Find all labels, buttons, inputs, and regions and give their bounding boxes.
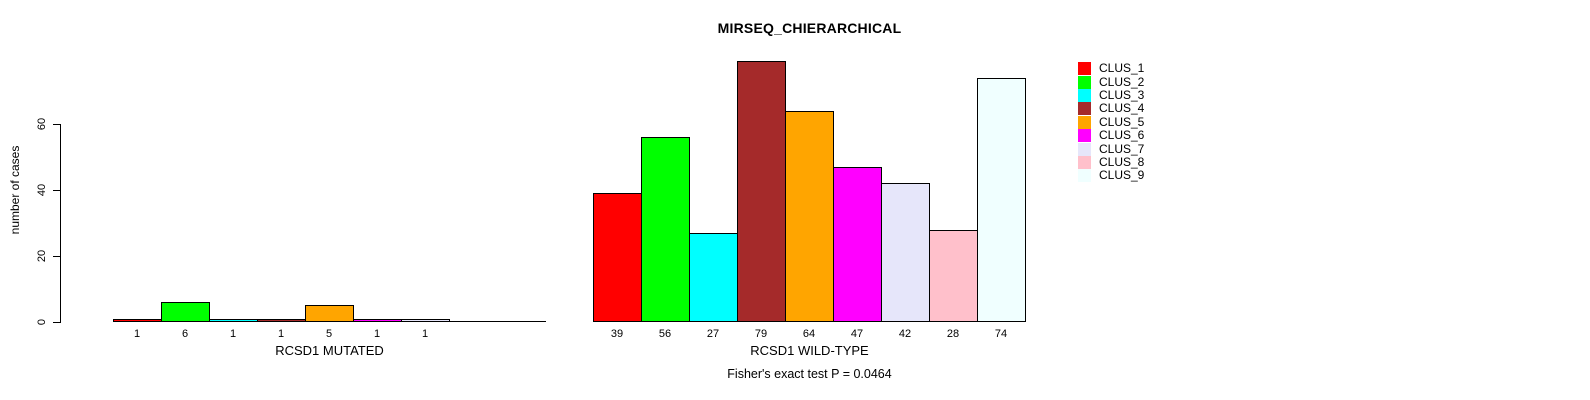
bar-clus_6: [353, 319, 402, 322]
y-axis-title: number of cases: [8, 145, 22, 235]
bar-value-label: 1: [421, 328, 429, 340]
legend-item-clus_5: CLUS_5: [1078, 114, 1145, 129]
bar-clus_7: [401, 319, 450, 322]
bar-value-label: 6: [181, 328, 189, 340]
bar-clus_2: [161, 302, 210, 322]
bar-clus_4: [737, 61, 786, 322]
legend-label: CLUS_5: [1099, 114, 1145, 129]
bar-value-label: 28: [946, 328, 960, 340]
y-tick: [53, 124, 61, 125]
legend-swatch: [1078, 62, 1091, 76]
legend-item-clus_4: CLUS_4: [1078, 101, 1145, 116]
legend-label: CLUS_1: [1099, 61, 1145, 76]
chart-title: MIRSEQ_CHIERARCHICAL: [717, 20, 902, 36]
bar-clus_8: [929, 230, 978, 322]
bar-value-label: 56: [658, 328, 672, 340]
bar-value-label: 79: [754, 328, 768, 340]
legend-swatch: [1078, 88, 1091, 102]
legend-item-clus_2: CLUS_2: [1078, 74, 1145, 89]
bar-clus_6: [833, 167, 882, 322]
legend-swatch: [1078, 129, 1091, 143]
bar-value-label: 64: [802, 328, 816, 340]
y-axis-line: [60, 124, 61, 323]
y-tick-label: 0: [36, 318, 48, 326]
bar-clus_1: [113, 319, 162, 322]
legend-swatch: [1078, 75, 1091, 89]
legend-item-clus_3: CLUS_3: [1078, 87, 1145, 102]
y-tick: [53, 322, 61, 323]
bar-value-label: 39: [610, 328, 624, 340]
bar-value-label: 47: [850, 328, 864, 340]
legend-label: CLUS_6: [1099, 128, 1145, 143]
x-axis-title-wildtype: RCSD1 WILD-TYPE: [750, 343, 869, 358]
legend-label: CLUS_4: [1099, 101, 1145, 116]
legend-item-clus_1: CLUS_1: [1078, 61, 1145, 76]
bar-clus_1: [593, 193, 642, 322]
bar-value-label: 42: [898, 328, 912, 340]
bar-value-label: 1: [229, 328, 237, 340]
y-tick: [53, 190, 61, 191]
panel-wildtype: 39 56 27 79 64 47 42 28 74: [593, 0, 1026, 340]
y-tick: [53, 256, 61, 257]
fisher-test-caption: Fisher's exact test P = 0.0464: [727, 367, 892, 381]
bar-value-label: 74: [994, 328, 1008, 340]
legend-label: CLUS_7: [1099, 141, 1145, 156]
legend-label: CLUS_3: [1099, 87, 1145, 102]
legend: CLUS_1 CLUS_2 CLUS_3 CLUS_4 CLUS_5 CLUS_6 CLUS…: [1078, 62, 1144, 183]
legend-swatch: [1078, 102, 1091, 116]
bar-clus_7: [881, 183, 930, 322]
legend-swatch: [1078, 142, 1091, 156]
legend-label: CLUS_8: [1099, 154, 1145, 169]
y-tick-label: 60: [36, 117, 48, 131]
bar-value-label: 27: [706, 328, 720, 340]
bar-clus_5: [785, 111, 834, 322]
bar-value-label: 5: [325, 328, 333, 340]
legend-swatch: [1078, 115, 1091, 129]
x-axis-title-mutated: RCSD1 MUTATED: [275, 343, 384, 358]
bar-clus_4: [257, 319, 306, 322]
bar-clus_5: [305, 305, 354, 322]
legend-swatch: [1078, 169, 1091, 183]
bar-clus_3: [689, 233, 738, 322]
bar-value-label: 1: [133, 328, 141, 340]
y-tick-label: 40: [36, 183, 48, 197]
legend-label: CLUS_9: [1099, 168, 1145, 183]
legend-label: CLUS_2: [1099, 74, 1145, 89]
bar-clus_9: [977, 78, 1026, 322]
legend-item-clus_7: CLUS_7: [1078, 141, 1145, 156]
legend-item-clus_6: CLUS_6: [1078, 128, 1145, 143]
legend-item-clus_8: CLUS_8: [1078, 154, 1145, 169]
y-tick-label: 20: [36, 249, 48, 263]
bar-value-label: 1: [373, 328, 381, 340]
bar-clus_3: [209, 319, 258, 322]
legend-swatch: [1078, 155, 1091, 169]
bar-value-label: 1: [277, 328, 285, 340]
legend-item-clus_9: CLUS_9: [1078, 168, 1145, 183]
bar-clus_2: [641, 137, 690, 322]
